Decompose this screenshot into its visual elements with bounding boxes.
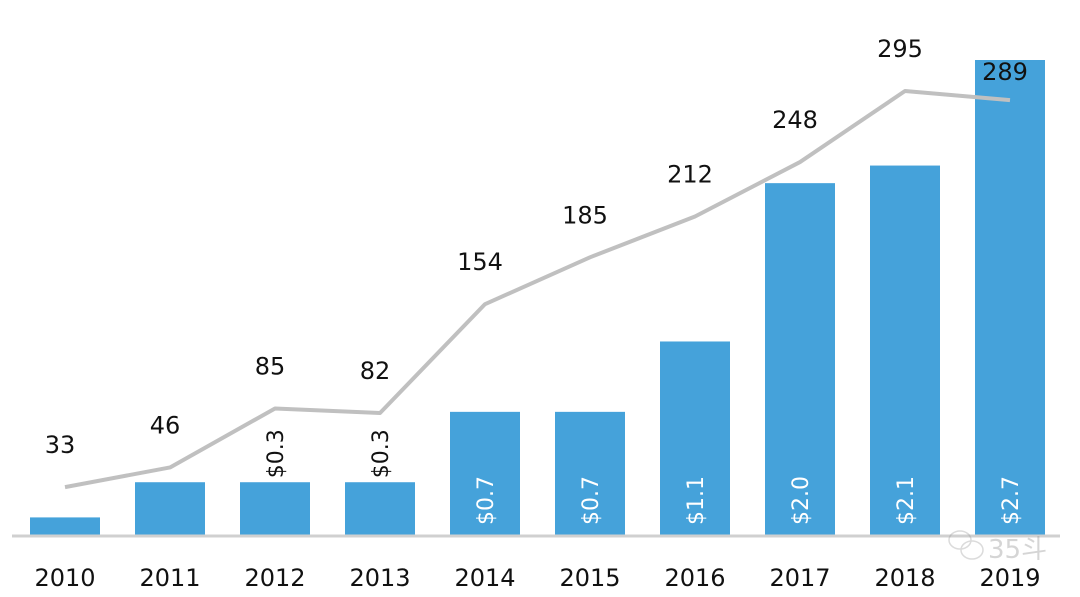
x-tick-2013: 2013 (349, 564, 410, 592)
line-path (64, 89, 1011, 490)
line-label-2014: 154 (457, 248, 503, 276)
bar-label-2014: $0.7 (474, 476, 499, 525)
bar-2010 (30, 517, 100, 535)
line-series (64, 89, 1011, 490)
line-label-2013: 82 (360, 357, 391, 385)
bar-2013 (345, 482, 415, 535)
bar-2017 (765, 183, 835, 536)
x-tick-2011: 2011 (139, 564, 200, 592)
bars (30, 60, 1045, 536)
line-label-2012: 85 (255, 352, 286, 380)
x-tick-2010: 2010 (34, 564, 95, 592)
watermark-text: 35斗 (988, 535, 1047, 565)
bar-2015 (555, 411, 625, 535)
line-label-2015: 185 (562, 201, 608, 229)
bar-2014 (450, 411, 520, 535)
bar-2012 (240, 482, 310, 535)
line-label-2011: 46 (150, 411, 181, 439)
bar-2011 (135, 482, 205, 535)
bar-label-2019: $2.7 (999, 476, 1024, 525)
bar-label-2017: $2.0 (789, 476, 814, 525)
x-tick-2012: 2012 (244, 564, 305, 592)
x-tick-2016: 2016 (664, 564, 725, 592)
x-tick-2017: 2017 (769, 564, 830, 592)
watermark: 35斗 (948, 530, 1047, 565)
bar-label-2012: $0.3 (264, 429, 289, 478)
bar-label-2013: $0.3 (369, 429, 394, 478)
line-label-2016: 212 (667, 160, 713, 188)
bar-2016 (660, 341, 730, 535)
x-tick-2015: 2015 (559, 564, 620, 592)
bar-2018 (870, 165, 940, 536)
line-label-2010: 33 (45, 431, 76, 459)
labels: 2010 33 2011 46 2012 $0.3 85 2013 $0.3 82 2014 $0.7… (34, 35, 1040, 592)
bar-label-2016: $1.1 (684, 476, 709, 525)
bar-label-2015: $0.7 (579, 476, 604, 525)
x-tick-2019: 2019 (979, 564, 1040, 592)
bar-2019 (975, 60, 1045, 535)
line-label-2018: 295 (877, 35, 923, 63)
x-tick-2018: 2018 (874, 564, 935, 592)
x-tick-2014: 2014 (454, 564, 515, 592)
line-label-2017: 248 (772, 106, 818, 134)
bar-label-2018: $2.1 (894, 476, 919, 525)
line-label-2019: 289 (982, 58, 1028, 86)
